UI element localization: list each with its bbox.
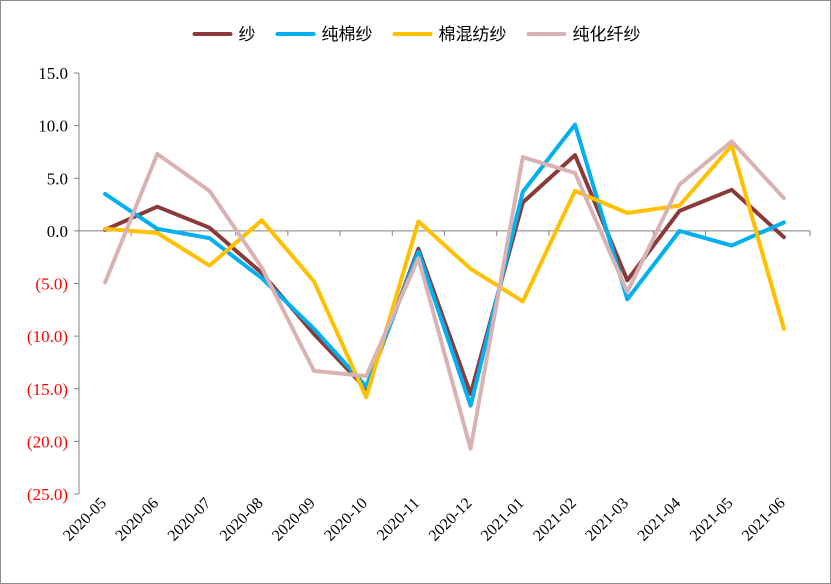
y-tick-label: (20.0) (27, 432, 68, 451)
x-tick-label: 2020-07 (165, 495, 215, 545)
x-tick-label: 2021-02 (530, 495, 580, 545)
series-line-4 (103, 139, 786, 451)
series-line-1 (103, 153, 786, 396)
series-lines (103, 122, 786, 451)
x-tick-label: 2021-03 (582, 495, 632, 545)
x-tick-label: 2020-12 (426, 495, 476, 545)
y-tick-label: (5.0) (35, 275, 68, 294)
y-tick-label: (25.0) (27, 485, 68, 504)
y-tick-label: 15.0 (38, 64, 68, 83)
x-tick-label: 2020-06 (112, 495, 162, 545)
x-tick-label: 2020-10 (321, 495, 371, 545)
x-tick-label: 2021-05 (687, 495, 737, 545)
y-tick-label: 10.0 (38, 117, 68, 136)
y-tick-label: (15.0) (27, 380, 68, 399)
x-tick-label: 2020-11 (374, 495, 423, 544)
legend-label-3: 棉混纺纱 (439, 25, 507, 45)
legend-label-1: 纱 (239, 25, 256, 45)
x-tick-label: 2021-06 (739, 495, 789, 545)
legend-label-4: 纯化纤纱 (573, 25, 641, 45)
x-tick-label: 2021-04 (635, 495, 685, 545)
y-tick-label: (10.0) (27, 327, 68, 346)
axes: 15.0 10.0 5.0 0.0 (5.0) (10.0) (15.0) (20.0) (25… (27, 64, 811, 545)
x-tick-label: 2020-09 (269, 495, 319, 545)
legend-label-2: 纯棉纱 (322, 25, 373, 45)
x-tick-label: 2021-01 (478, 495, 528, 545)
y-tick-label: 5.0 (47, 169, 68, 188)
series-line-2 (103, 122, 786, 408)
y-tick-label: 0.0 (47, 222, 68, 241)
x-tick-label: 2020-08 (217, 495, 267, 545)
legend: 纱 纯棉纱 棉混纺纱 纯化纤纱 (192, 25, 641, 45)
